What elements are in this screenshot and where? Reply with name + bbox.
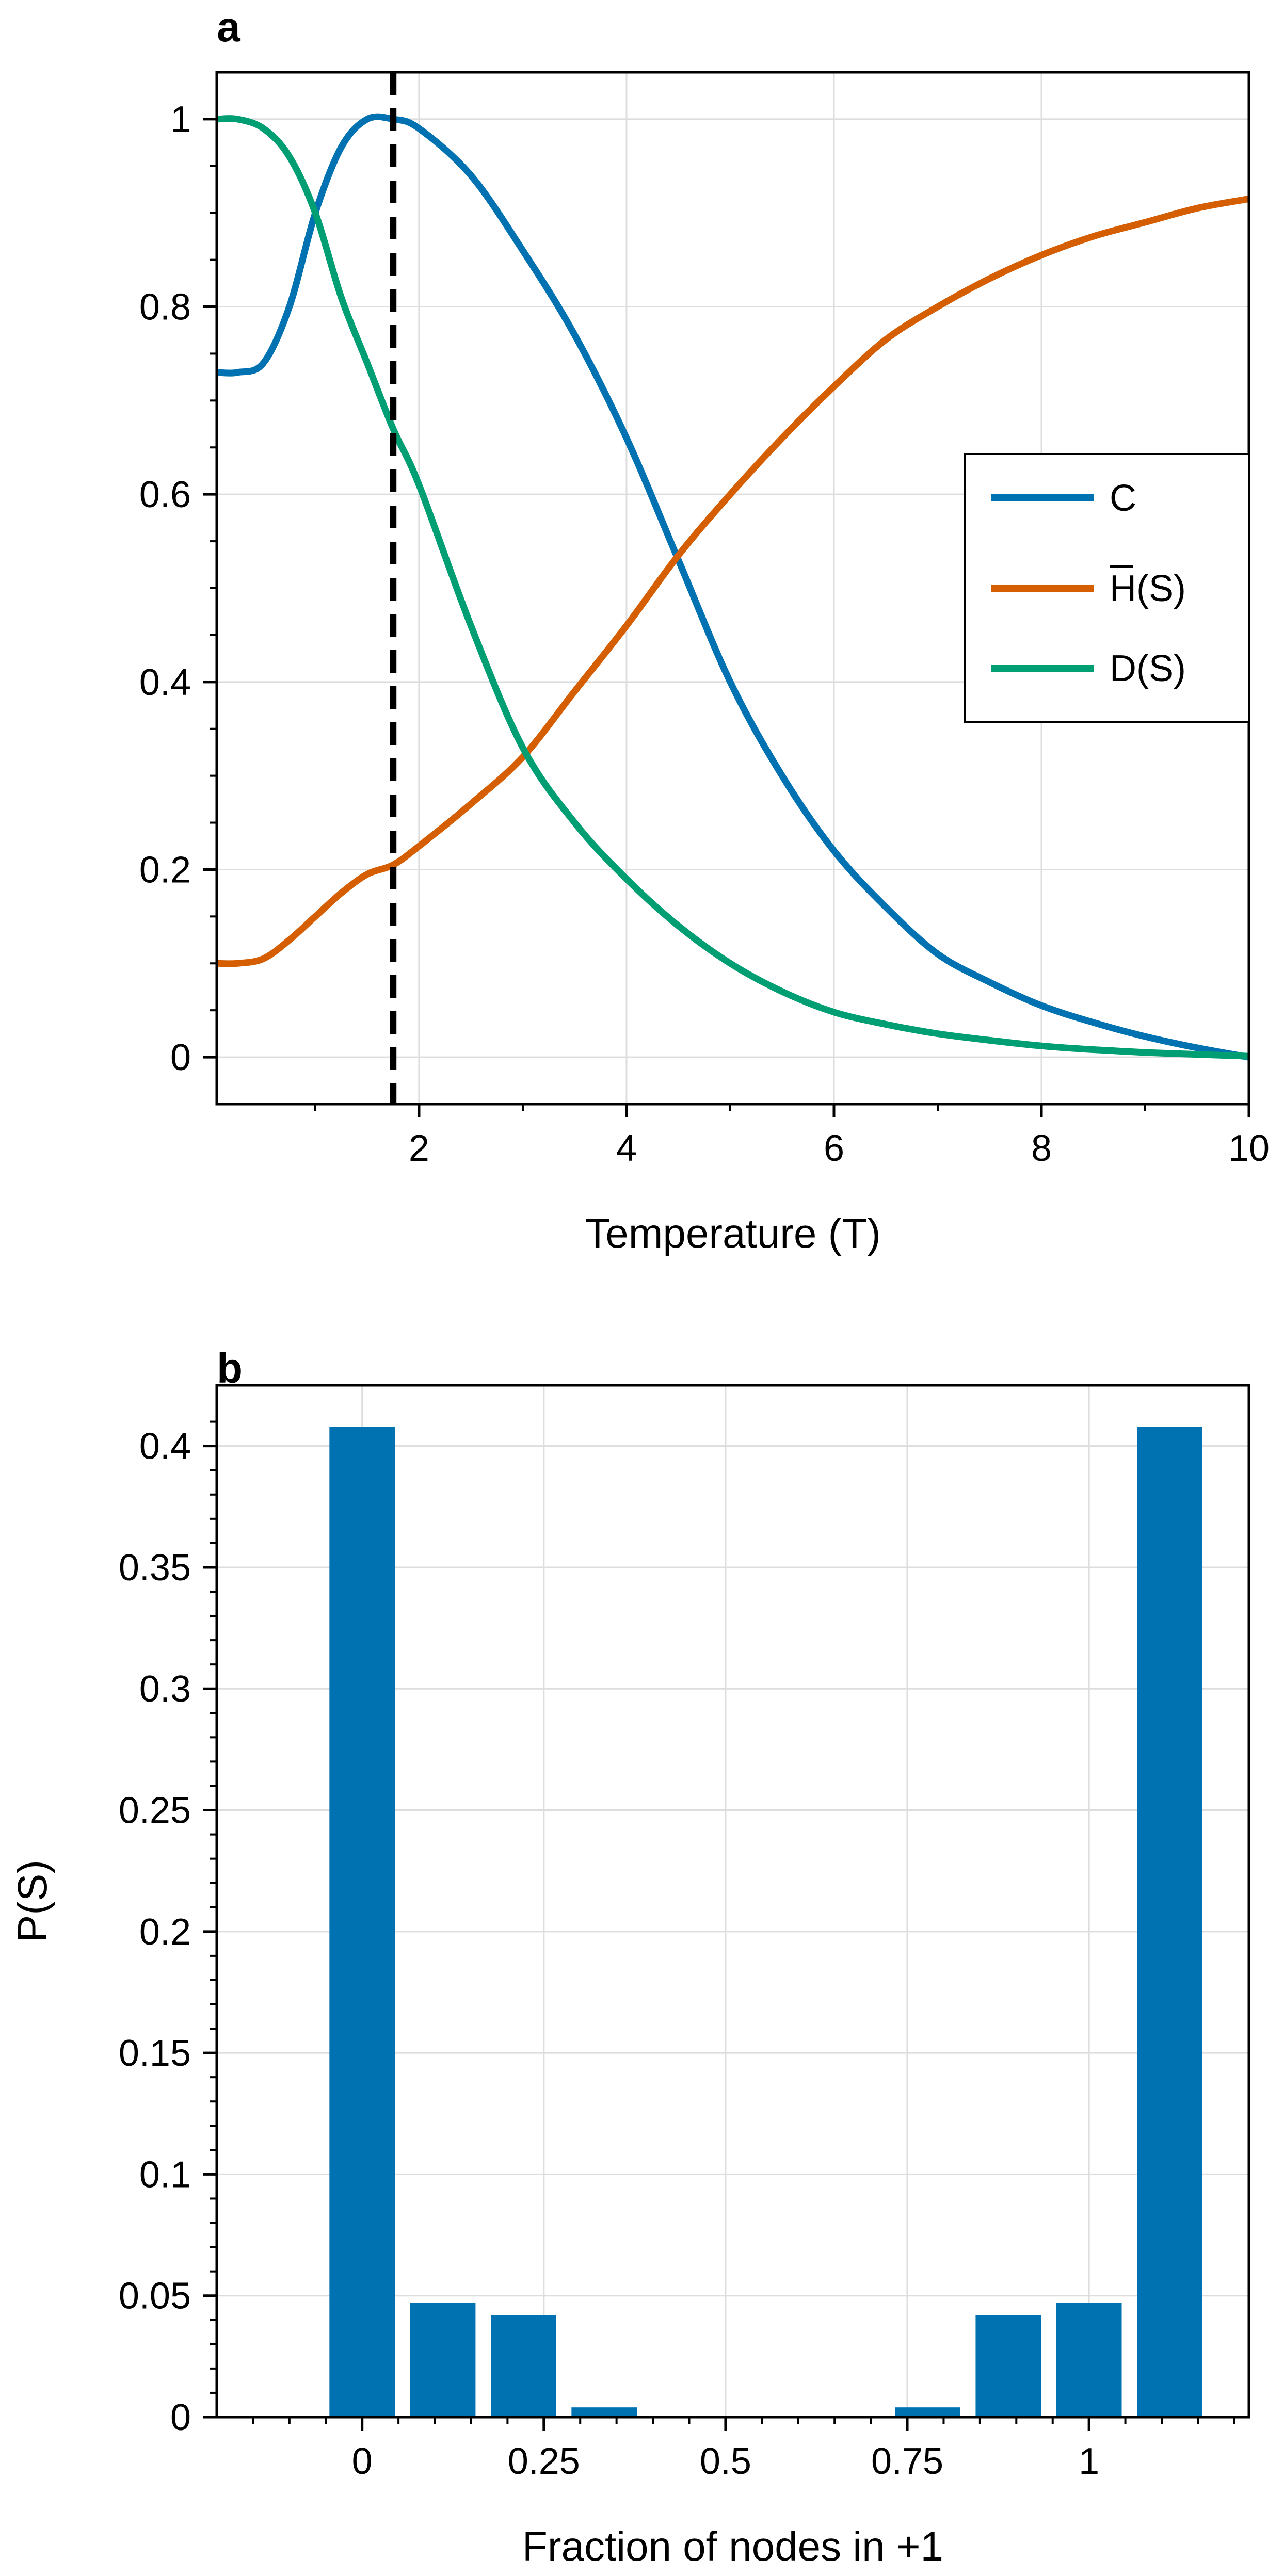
- legend-label-h: H(S): [1110, 568, 1186, 609]
- panel-b-y-tick-label: 0.05: [119, 2276, 191, 2317]
- bar-0: [329, 1427, 395, 2417]
- panel-a-y-tick-label: 0.6: [139, 474, 191, 515]
- panel-a-line-chart: a 2 4 6 8 10 0 0.2 0.4 0.6 0.8 1 Temperature (T) C…: [139, 4, 1270, 1256]
- legend-label-h-suffix: (S): [1136, 568, 1186, 609]
- panel-b-y-tick-label: 0.25: [119, 1790, 191, 1832]
- panel-a-x-tick-label: 10: [1228, 1128, 1270, 1169]
- legend-label-c: C: [1110, 478, 1136, 519]
- panel-b-y-tick-label: 0.1: [139, 2154, 191, 2195]
- panel-a-series: [217, 72, 1249, 1104]
- bar-7: [895, 2407, 960, 2417]
- bar-8: [975, 2315, 1041, 2417]
- panel-a-y-tick-label: 0.8: [139, 287, 191, 328]
- panel-b-frame: [215, 1384, 1250, 2419]
- panel-a-y-tick-label: 0: [170, 1037, 191, 1078]
- panel-a-x-tick-label: 2: [409, 1128, 429, 1169]
- panel-a-x-axis-label: Temperature (T): [585, 1210, 880, 1256]
- panel-a-ticks: 2 4 6 8 10 0 0.2 0.4 0.6 0.8 1: [139, 99, 1270, 1169]
- bar-9: [1056, 2303, 1122, 2417]
- bar-10: [1137, 1427, 1202, 2417]
- series-d-line: [217, 115, 1249, 1060]
- panel-b-x-axis-label: Fraction of nodes in +1: [522, 2523, 943, 2569]
- panel-b-y-axis-label: P(S): [9, 1860, 55, 1942]
- legend-label-h-main: H: [1110, 568, 1136, 609]
- panel-a-x-tick-label: 8: [1031, 1128, 1052, 1169]
- series-h-line: [217, 195, 1249, 967]
- panel-a-y-tick-label: 0.4: [139, 662, 191, 703]
- panel-b-y-tick-label: 0.2: [139, 1911, 191, 1953]
- panel-b-x-tick-label: 0.5: [700, 2441, 751, 2482]
- panel-b-y-tick-label: 0.35: [119, 1547, 191, 1589]
- panel-a-label: a: [217, 4, 241, 51]
- bar-3: [571, 2407, 637, 2417]
- panel-b-y-tick-label: 0.3: [139, 1668, 191, 1710]
- legend: C H(S) D(S): [964, 453, 1250, 723]
- series-c-line: [217, 113, 1249, 1061]
- panel-b-x-tick-label: 0: [352, 2441, 373, 2482]
- bar-1: [410, 2303, 476, 2417]
- panel-a-line-group: [217, 72, 1249, 1104]
- panel-b-y-tick-label: 0: [170, 2397, 191, 2438]
- panel-a-x-tick-label: 6: [824, 1128, 844, 1169]
- legend-label-d: D(S): [1110, 648, 1186, 689]
- panel-b-x-tick-label: 0.25: [508, 2441, 580, 2482]
- panel-b-x-tick-label: 1: [1079, 2441, 1099, 2482]
- panel-b-x-tick-label: 0.75: [871, 2441, 943, 2482]
- panel-b-y-tick-label: 0.15: [119, 2033, 191, 2074]
- panel-b-ticks: 0 0.25 0.5 0.75 1 0 0.05 0.1 0.15 0.2 0.25 0.3 0.35 0…: [119, 1420, 1235, 2482]
- bar-2: [490, 2315, 556, 2417]
- panel-b-bar-chart: b 0 0.25 0.5 0.75 100.050.10.150.20.250.30.3…: [9, 1345, 1250, 2569]
- panel-b-bars: [329, 1427, 1202, 2417]
- panel-a-y-tick-label: 1: [170, 99, 191, 140]
- panel-b-y-tick-label: 0.4: [139, 1426, 191, 1467]
- panel-a-x-tick-label: 4: [616, 1128, 637, 1169]
- panel-a-y-tick-label: 0.2: [139, 849, 191, 890]
